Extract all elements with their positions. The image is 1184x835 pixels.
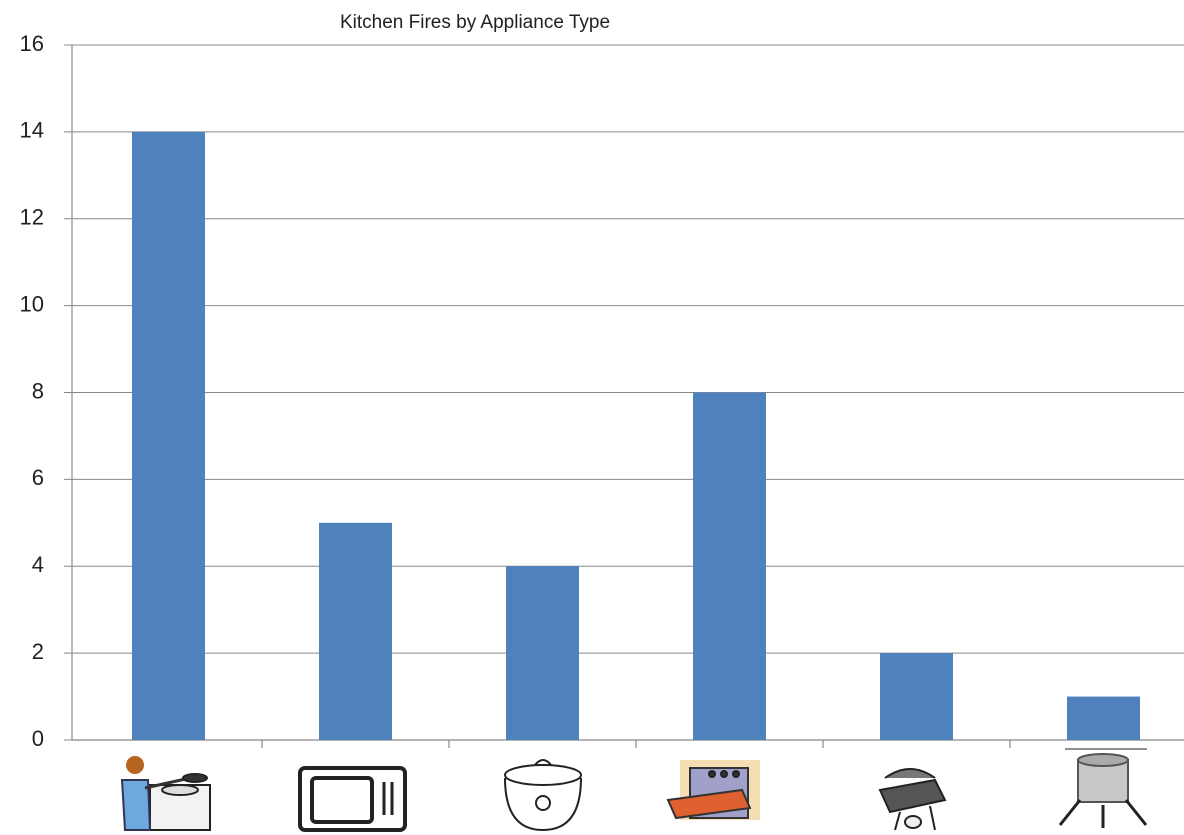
y-tick-label: 0 xyxy=(32,726,44,751)
y-tick-label: 8 xyxy=(32,378,44,403)
y-tick-label: 4 xyxy=(32,552,44,577)
bar xyxy=(319,522,392,740)
y-tick-label: 2 xyxy=(32,639,44,664)
oven-icon xyxy=(666,760,760,820)
bar xyxy=(1067,696,1140,740)
y-tick-label: 10 xyxy=(20,291,44,316)
bar xyxy=(132,131,205,740)
fryer-icon xyxy=(1058,748,1148,828)
y-tick-label: 16 xyxy=(20,31,44,56)
y-tick-label: 14 xyxy=(20,118,44,143)
y-tick-label: 12 xyxy=(20,205,44,230)
icons xyxy=(120,748,1148,832)
slow-cooker-icon xyxy=(504,759,582,832)
grill-icon xyxy=(878,768,947,831)
bar xyxy=(693,392,766,740)
chart-title: Kitchen Fires by Appliance Type xyxy=(340,12,610,33)
y-tick-label: 6 xyxy=(32,465,44,490)
bar xyxy=(880,653,953,740)
bar xyxy=(506,566,579,740)
stove-icon xyxy=(120,756,211,831)
microwave-icon xyxy=(298,766,407,832)
